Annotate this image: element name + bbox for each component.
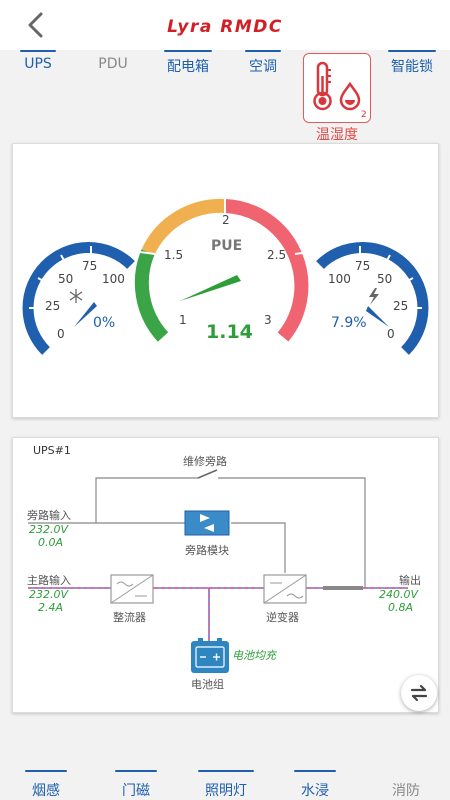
tab-smart-lock[interactable]: 智能锁 bbox=[388, 50, 436, 76]
left-gauge-tick: 100 bbox=[102, 272, 125, 286]
battery-label: 电池组 bbox=[191, 677, 224, 691]
switch-ups-button[interactable] bbox=[401, 675, 437, 711]
tab-pdu[interactable]: PDU bbox=[98, 56, 128, 72]
maintenance-bypass-label: 维修旁路 bbox=[183, 454, 227, 468]
left-gauge-tick: 75 bbox=[82, 259, 97, 273]
bypass-input-label: 旁路输入 bbox=[27, 508, 71, 522]
right-gauge-needle bbox=[366, 306, 389, 327]
category-tabs: UPS PDU 配电箱 空调 智能锁 bbox=[0, 50, 450, 80]
gauges-svg: 0 25 50 75 100 0% 1 1.5 2 2.5 3 bbox=[22, 198, 429, 355]
inverter-label: 逆变器 bbox=[266, 610, 299, 624]
left-gauge: 0 25 50 75 100 0% bbox=[22, 242, 135, 355]
tab-temperature-humidity[interactable]: 2 bbox=[303, 53, 371, 123]
pue-value: 1.14 bbox=[206, 321, 253, 343]
main-input-label: 主路输入 bbox=[27, 573, 71, 587]
lightning-icon bbox=[369, 288, 379, 305]
pue-gauge: 1 1.5 2 2.5 3 PUE 1.14 bbox=[134, 198, 311, 343]
battery-status: 电池均充 bbox=[232, 649, 278, 662]
bypass-module-icon bbox=[184, 510, 230, 536]
pue-needle bbox=[180, 275, 241, 301]
back-arrow-icon[interactable] bbox=[22, 10, 50, 40]
pue-gauge-tick: 1 bbox=[179, 313, 187, 327]
right-gauge-arc bbox=[316, 242, 429, 355]
bypass-module-label: 旁路模块 bbox=[185, 543, 229, 557]
bypass-input-voltage: 232.0V bbox=[29, 523, 69, 536]
ups-title: UPS#1 bbox=[33, 444, 71, 457]
bottom-tabs: 烟感 门磁 照明灯 水浸 消防 bbox=[0, 770, 450, 800]
output-current: 0.8A bbox=[388, 601, 413, 614]
thermometer-humidity-icon: 2 bbox=[313, 61, 367, 120]
pue-gauge-tick: 1.5 bbox=[164, 248, 183, 262]
tab-fire-protection[interactable]: 消防 bbox=[392, 783, 420, 799]
gauge-card: 0 25 50 75 100 0% 1 1.5 2 2.5 3 bbox=[12, 143, 439, 418]
left-gauge-tick: 25 bbox=[45, 299, 60, 313]
tab-door-sensor[interactable]: 门磁 bbox=[115, 770, 157, 800]
maintenance-switch bbox=[197, 469, 218, 479]
pue-gauge-tick: 2 bbox=[222, 213, 230, 227]
tab-distribution-box[interactable]: 配电箱 bbox=[164, 50, 212, 76]
right-gauge-tick: 25 bbox=[393, 299, 408, 313]
left-gauge-tick: 0 bbox=[57, 327, 65, 341]
tab-ups[interactable]: UPS bbox=[20, 50, 56, 72]
bypass-input-current: 0.0A bbox=[38, 536, 63, 549]
left-gauge-tick: 50 bbox=[58, 272, 73, 286]
main-input-voltage: 232.0V bbox=[29, 588, 69, 601]
main-input-current: 2.4A bbox=[38, 601, 63, 614]
tab-smoke-detector[interactable]: 烟感 bbox=[25, 770, 67, 800]
output-label: 输出 bbox=[399, 573, 421, 587]
left-gauge-value: 0% bbox=[93, 315, 115, 331]
left-gauge-needle bbox=[74, 302, 97, 327]
right-gauge-tick: 100 bbox=[328, 272, 351, 286]
output-voltage: 240.0V bbox=[379, 588, 419, 601]
battery-icon bbox=[191, 638, 229, 673]
swap-arrows-icon bbox=[410, 684, 428, 702]
app-header: Lyra RMDC bbox=[0, 0, 450, 50]
right-gauge-tick: 75 bbox=[355, 259, 370, 273]
rectifier-label: 整流器 bbox=[113, 610, 146, 624]
tab-lighting[interactable]: 照明灯 bbox=[198, 770, 254, 800]
pue-title: PUE bbox=[211, 238, 242, 254]
right-gauge-tick: 0 bbox=[387, 327, 395, 341]
app-logo: Lyra RMDC bbox=[167, 17, 283, 37]
right-gauge-value: 7.9% bbox=[331, 315, 367, 331]
pue-gauge-tick: 3 bbox=[264, 313, 272, 327]
tab-temperature-humidity-label: 温湿度 bbox=[316, 127, 358, 143]
pue-gauge-tick: 2.5 bbox=[267, 248, 286, 262]
right-gauge: 100 75 50 25 0 7.9% bbox=[316, 242, 429, 355]
rectifier-icon bbox=[110, 574, 154, 604]
right-gauge-tick: 50 bbox=[377, 272, 392, 286]
left-gauge-arc bbox=[22, 242, 135, 355]
tab-water-leak[interactable]: 水浸 bbox=[294, 770, 336, 800]
snowflake-icon bbox=[69, 289, 83, 303]
inverter-icon bbox=[263, 574, 307, 604]
ups-diagram-svg: UPS#1 维修旁路 旁路输入 232.0V 0.0A 旁路模块 主路输入 23… bbox=[27, 444, 421, 691]
svg-text:2: 2 bbox=[361, 110, 367, 120]
ups-diagram-card: UPS#1 维修旁路 旁路输入 232.0V 0.0A 旁路模块 主路输入 23… bbox=[12, 437, 439, 713]
tab-air-conditioning[interactable]: 空调 bbox=[245, 50, 281, 76]
